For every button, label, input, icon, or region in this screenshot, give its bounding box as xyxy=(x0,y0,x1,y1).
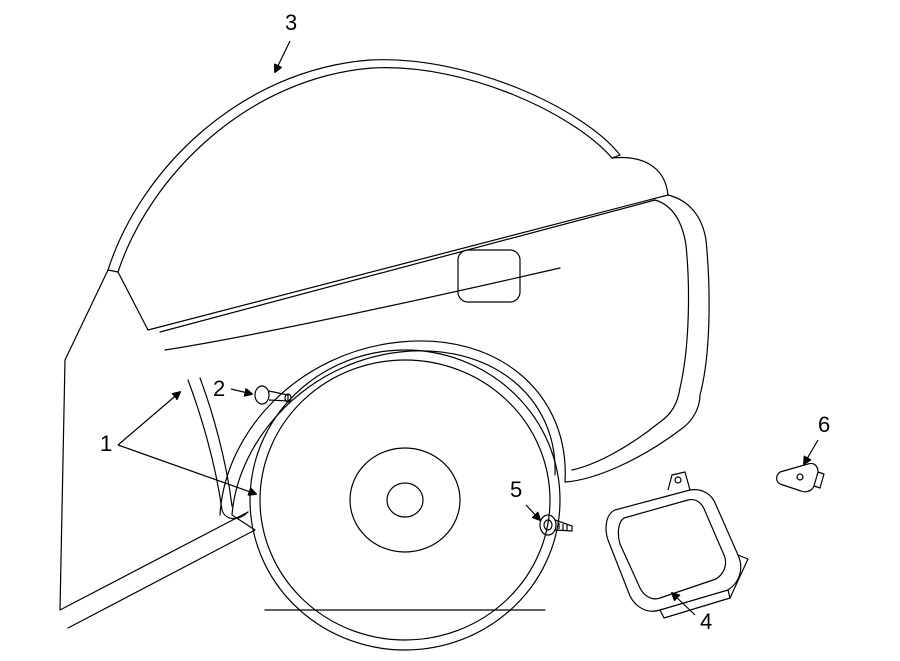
label-3: 3 xyxy=(285,10,297,35)
part-mud-guard-clip xyxy=(777,463,824,491)
part-mud-guard xyxy=(606,472,748,618)
leader-5 xyxy=(526,505,540,520)
leader-1b xyxy=(118,445,256,494)
label-5: 5 xyxy=(510,477,522,502)
label-2: 2 xyxy=(213,376,225,401)
callout-labels: 1 2 3 4 5 6 xyxy=(100,10,830,634)
label-1: 1 xyxy=(100,431,112,456)
leader-6 xyxy=(804,440,818,464)
leader-3 xyxy=(275,41,290,72)
vehicle-body-outline xyxy=(60,60,709,650)
label-4: 4 xyxy=(700,609,712,634)
leader-1a xyxy=(118,392,180,445)
parts-diagram: 1 2 3 4 5 6 xyxy=(0,0,900,661)
leader-2 xyxy=(231,389,252,394)
label-6: 6 xyxy=(818,412,830,437)
